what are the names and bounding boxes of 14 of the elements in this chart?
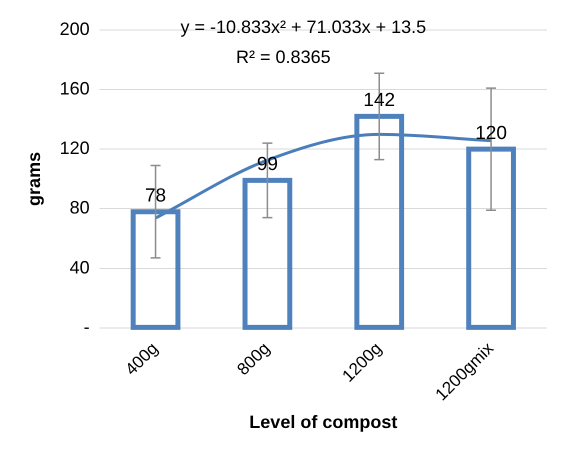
data-label: 99 <box>256 154 278 176</box>
y-axis-title: grams <box>24 152 44 206</box>
y-tick-label: 40 <box>70 257 90 278</box>
data-label: 142 <box>363 90 396 112</box>
annotation: R² = 0.8365 <box>236 46 331 67</box>
y-tick-label: 80 <box>70 198 90 218</box>
y-tick-label: - <box>84 316 90 337</box>
x-axis-title: Level of compost <box>249 412 398 432</box>
annotation: y = -10.833x² + 71.033x + 13.5 <box>180 16 426 37</box>
y-tick-label: 160 <box>60 78 90 99</box>
data-label: 78 <box>144 185 166 206</box>
y-tick-label: 120 <box>60 138 90 158</box>
y-tick-label: 200 <box>60 18 90 39</box>
data-label: 120 <box>475 122 507 144</box>
